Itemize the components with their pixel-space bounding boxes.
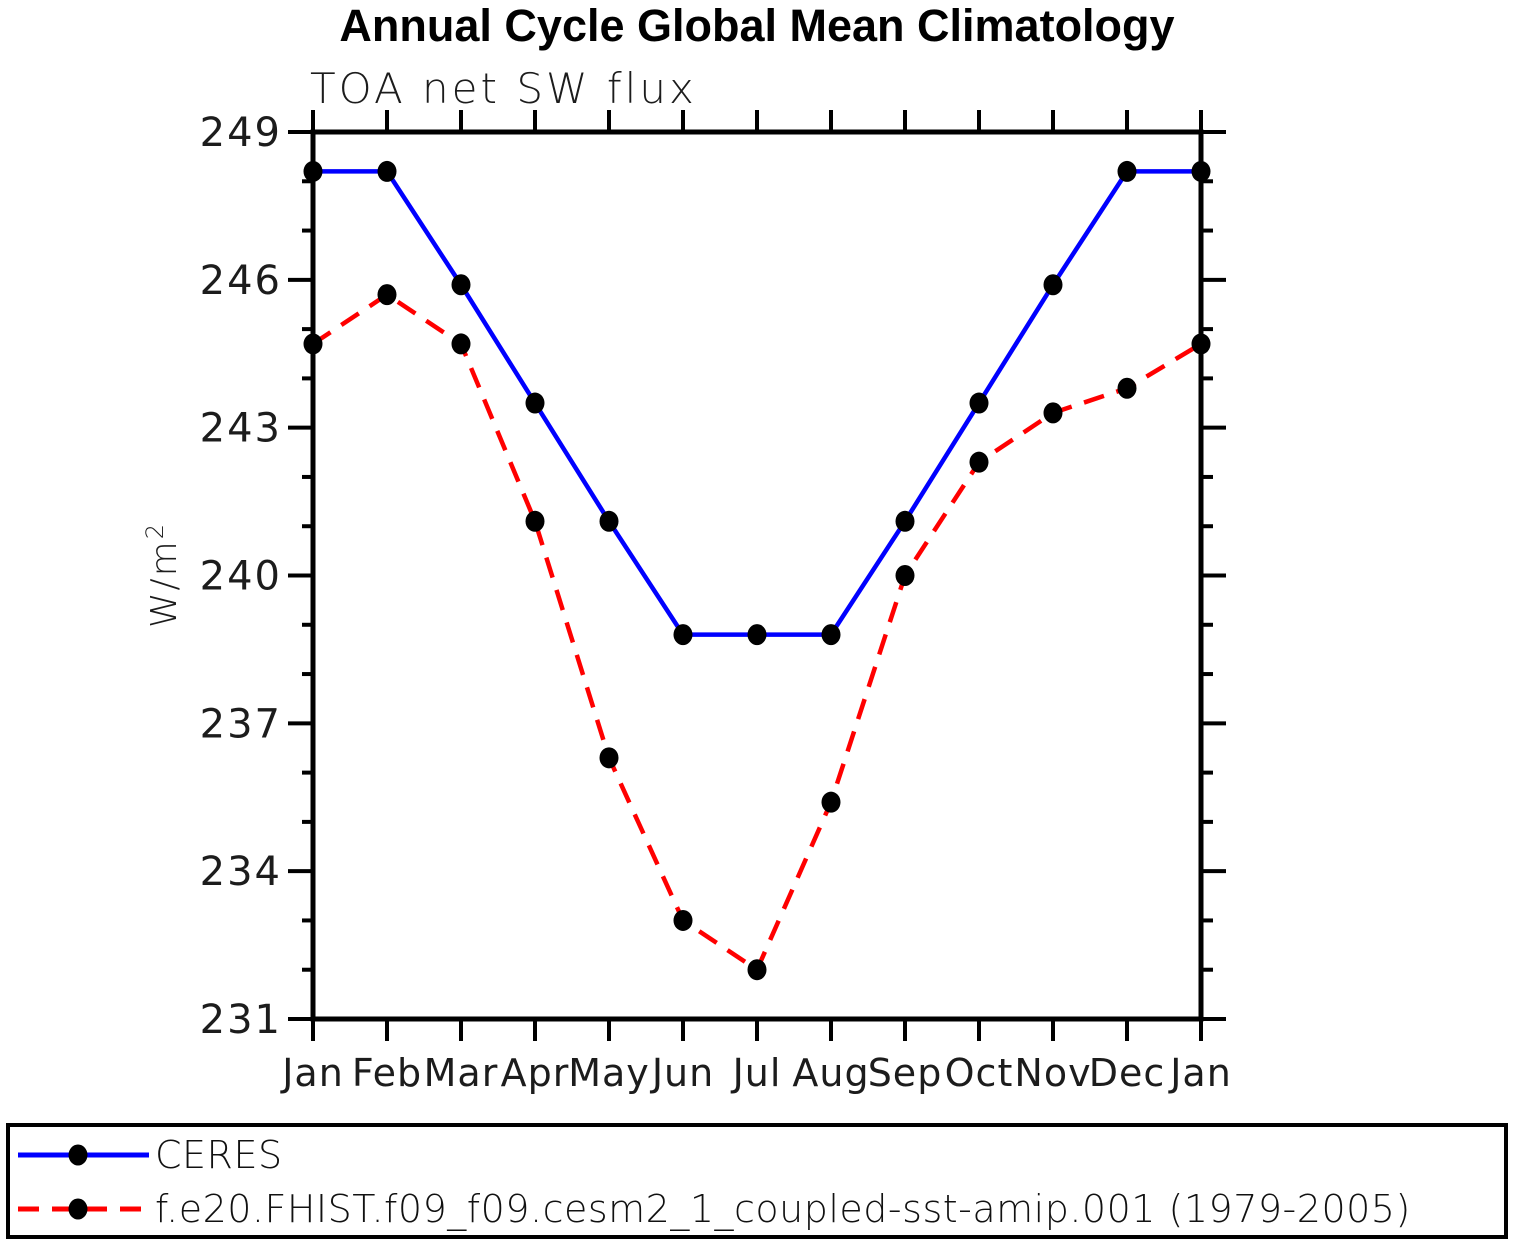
data-point-marker (451, 274, 471, 296)
x-tick-label: Nov (1014, 1051, 1091, 1095)
x-tick-label: Sep (868, 1051, 943, 1095)
x-tick-label: Aug (792, 1051, 869, 1095)
legend-label-ceres: CERES (155, 1133, 283, 1177)
data-point-marker (1117, 160, 1137, 182)
x-tick-label: Jan (1168, 1051, 1232, 1095)
data-point-marker (599, 747, 619, 769)
y-tick-label: 249 (200, 110, 282, 156)
y-tick-label: 234 (200, 849, 282, 895)
data-point-marker (747, 624, 767, 646)
chart-subtitle: TOA net SW flux (310, 64, 697, 113)
y-tick-label: 243 (200, 406, 282, 452)
data-point-marker (969, 451, 989, 473)
legend-sample-marker (68, 1144, 88, 1166)
x-tick-label: Oct (945, 1051, 1014, 1095)
data-point-marker (451, 333, 471, 355)
data-point-marker (1191, 160, 1211, 182)
data-point-marker (969, 392, 989, 414)
series-markers-1 (303, 284, 1211, 981)
series-line-0 (313, 169, 1201, 637)
data-point-marker (599, 510, 619, 532)
data-point-marker (1191, 333, 1211, 355)
data-point-marker (303, 160, 323, 182)
data-point-marker (673, 624, 693, 646)
data-point-marker (377, 160, 397, 182)
x-tick-label: Apr (501, 1051, 570, 1095)
x-tick-label: Jan (280, 1051, 344, 1095)
series-markers-0 (303, 160, 1211, 646)
legend-sample-marker (68, 1198, 88, 1220)
data-point-marker (1043, 274, 1063, 296)
data-point-marker (525, 510, 545, 532)
data-point-marker (821, 624, 841, 646)
y-axis-ticks: 231 234 237 240 243 246 249 (200, 110, 1226, 1043)
data-point-marker (673, 909, 693, 931)
y-tick-label: 240 (200, 554, 282, 600)
data-point-marker (525, 392, 545, 414)
legend-line-sample-model (18, 1198, 149, 1220)
data-point-marker (1043, 402, 1063, 424)
x-tick-label: Dec (1089, 1051, 1166, 1095)
data-point-marker (821, 791, 841, 813)
data-point-marker (303, 333, 323, 355)
data-point-marker (895, 565, 915, 586)
y-tick-label: 237 (200, 701, 282, 747)
legend-line-sample-ceres (18, 1144, 149, 1166)
y-tick-label: 246 (200, 258, 282, 304)
legend-item-ceres: CERES (16, 1133, 283, 1177)
legend-item-model: f.e20.FHIST.f09_f09.cesm2_1_coupled-sst-… (16, 1187, 1411, 1231)
x-tick-label: Jun (650, 1051, 714, 1095)
data-point-marker (895, 510, 915, 532)
legend: CERES f.e20.FHIST.f09_f09.cesm2_1_couple… (6, 1123, 1508, 1239)
x-tick-label: Mar (424, 1051, 499, 1095)
y-tick-label: 231 (200, 997, 282, 1043)
legend-label-model: f.e20.FHIST.f09_f09.cesm2_1_coupled-sst-… (155, 1187, 1411, 1231)
data-point-marker (747, 959, 767, 981)
x-tick-label: Feb (352, 1051, 422, 1095)
data-point-marker (377, 284, 397, 306)
x-tick-label: May (568, 1051, 650, 1095)
x-tick-label: Jul (731, 1051, 782, 1095)
chart-title: Annual Cycle Global Mean Climatology (339, 0, 1175, 51)
axis-frame (310, 129, 1204, 1022)
data-point-marker (1117, 377, 1137, 399)
